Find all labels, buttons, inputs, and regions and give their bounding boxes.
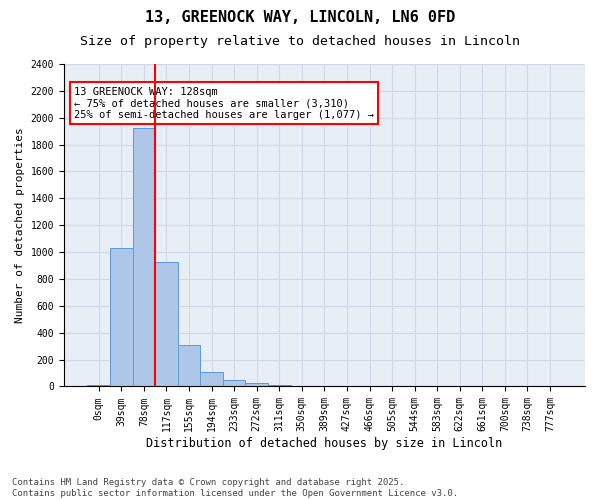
Bar	[200, 372, 223, 386]
Bar	[245, 383, 268, 386]
Bar	[133, 128, 155, 386]
Bar	[178, 345, 200, 387]
Bar	[268, 385, 290, 386]
Bar	[155, 262, 178, 386]
X-axis label: Distribution of detached houses by size in Lincoln: Distribution of detached houses by size …	[146, 437, 503, 450]
Text: 13 GREENOCK WAY: 128sqm
← 75% of detached houses are smaller (3,310)
25% of semi: 13 GREENOCK WAY: 128sqm ← 75% of detache…	[74, 86, 374, 120]
Text: Size of property relative to detached houses in Lincoln: Size of property relative to detached ho…	[80, 35, 520, 48]
Bar	[223, 380, 245, 386]
Text: 13, GREENOCK WAY, LINCOLN, LN6 0FD: 13, GREENOCK WAY, LINCOLN, LN6 0FD	[145, 10, 455, 25]
Bar	[88, 385, 110, 386]
Bar	[110, 248, 133, 386]
Text: Contains HM Land Registry data © Crown copyright and database right 2025.
Contai: Contains HM Land Registry data © Crown c…	[12, 478, 458, 498]
Y-axis label: Number of detached properties: Number of detached properties	[15, 128, 25, 323]
